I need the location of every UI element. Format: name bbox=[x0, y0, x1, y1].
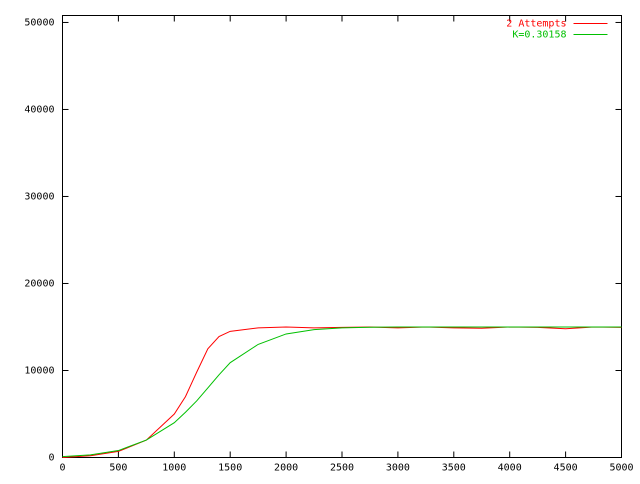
x-tick-label: 5000 bbox=[609, 463, 633, 474]
x-tick-label: 2500 bbox=[330, 463, 354, 474]
x-tick-label: 4500 bbox=[554, 463, 578, 474]
series-line bbox=[62, 326, 622, 458]
x-tick-label: 0 bbox=[59, 463, 65, 474]
x-tick-label: 2000 bbox=[274, 463, 298, 474]
x-tick-label: 500 bbox=[109, 463, 127, 474]
y-tick-label: 40000 bbox=[24, 104, 54, 115]
legend-label: 2 Attempts bbox=[506, 19, 566, 30]
y-tick-label: 50000 bbox=[24, 17, 54, 28]
legend-label: K=0.30158 bbox=[512, 30, 566, 41]
y-tick-label: 10000 bbox=[24, 365, 54, 376]
x-tick-label: 1000 bbox=[162, 463, 186, 474]
x-tick-label: 4000 bbox=[498, 463, 522, 474]
series-line bbox=[62, 326, 622, 458]
x-tick-label: 1500 bbox=[218, 463, 242, 474]
plot-frame bbox=[62, 15, 622, 458]
y-tick-label: 20000 bbox=[24, 278, 54, 289]
x-tick-label: 3500 bbox=[442, 463, 466, 474]
y-tick-label: 30000 bbox=[24, 191, 54, 202]
x-tick-label: 3000 bbox=[386, 463, 410, 474]
y-tick-label: 0 bbox=[48, 453, 54, 464]
